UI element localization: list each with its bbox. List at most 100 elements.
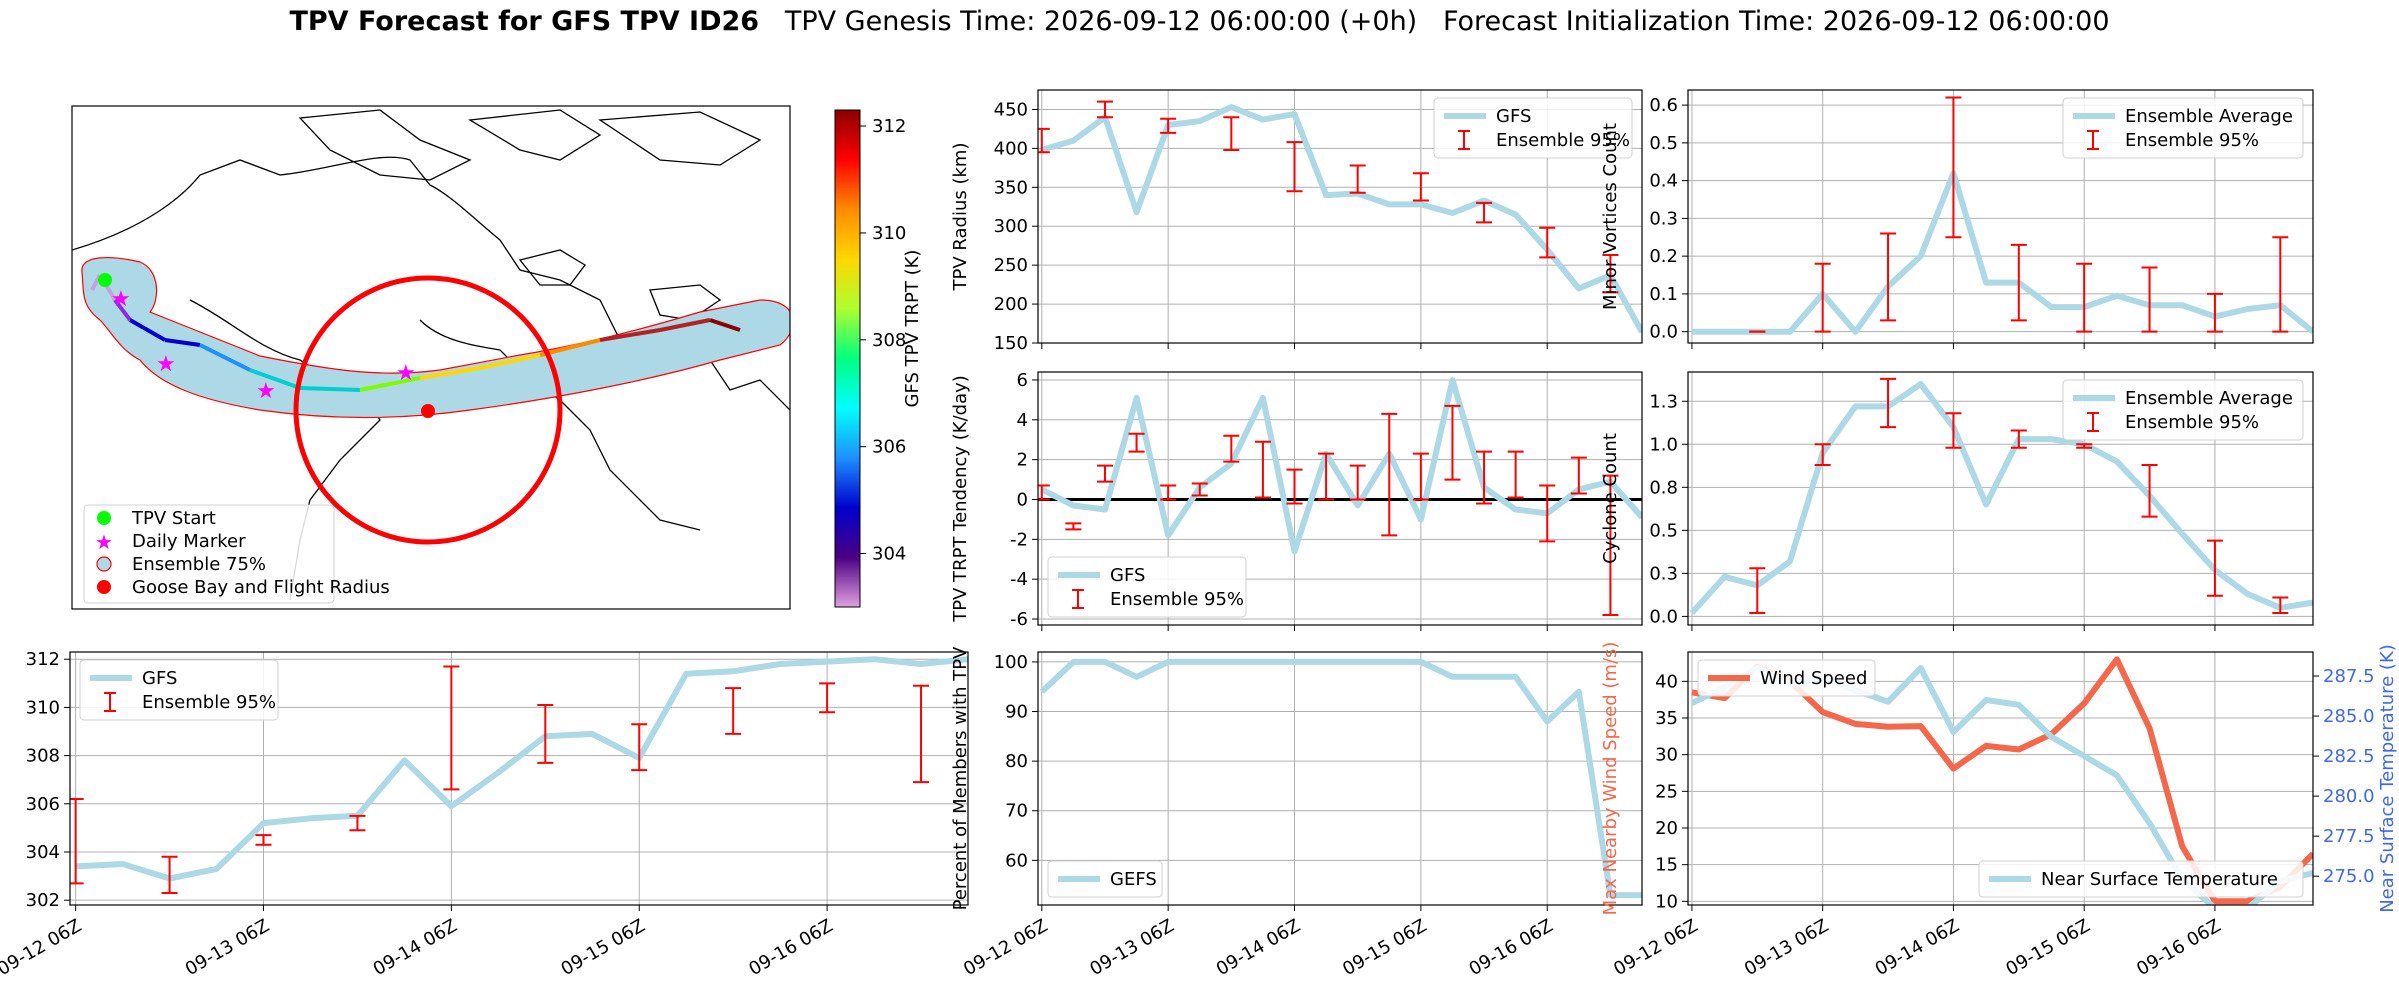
coastline [419, 319, 701, 531]
y-tick-label: 0.0 [1649, 606, 1678, 627]
y-tick-label: 40 [1655, 671, 1678, 692]
y-tick-label: 2 [1017, 450, 1028, 471]
colorbar-label: GFS TPV TRPT (K) [902, 250, 923, 408]
y-right-tick-label: 287.5 [2323, 666, 2375, 687]
daily-marker: ★ [256, 379, 276, 404]
legend-frame [2062, 97, 2304, 159]
y-tick-label: 0.1 [1649, 284, 1678, 305]
panel-trpt: 302 304 306 308 310 312 09-12 06Z 09-13 06Z 09-1… [0, 649, 969, 980]
tpv-track-segment [299, 386, 361, 392]
series-line-ensemble-average [1689, 381, 2313, 616]
legend-frame [1047, 860, 1163, 898]
coastline [189, 299, 381, 601]
tpv-track-segment [419, 366, 481, 380]
coastline [468, 109, 602, 161]
series-line-ensemble-average [1691, 170, 2313, 335]
ensemble-75-envelope [81, 257, 790, 419]
panel-members: 60 70 80 90 100 09-12 06Z 09-13 06Z 09-14 06Z 09… [950, 646, 1643, 980]
y-tick-label: 70 [1005, 801, 1028, 822]
legend-ensemble-swatch [96, 556, 112, 572]
x-tick-label: 09-12 06Z [1610, 915, 1701, 980]
legend-label: GFS [1496, 106, 1531, 127]
legend-label: Wind Speed [1760, 668, 1867, 689]
axes-frame [69, 651, 969, 906]
y-tick-label: 250 [994, 255, 1028, 276]
legend-daily-swatch: ★ [95, 530, 113, 554]
tpv-track-segment [129, 318, 166, 342]
legend: GFS Ensemble 95% [1433, 97, 1633, 159]
panel-tendency: -6 -4 -2 0 2 4 6 TPV TRPT Tendency (K/day) GFS En… [950, 370, 1643, 631]
y-axis-label: Minor Vortices Count [1600, 123, 1621, 310]
y-tick-label: 6 [1017, 370, 1028, 391]
legend: GEFS [1047, 860, 1163, 898]
tpv-track-segment [539, 338, 601, 357]
legend-frame [1697, 659, 1876, 697]
legend-label: Ensemble Average [2125, 106, 2293, 127]
y-axis-label: Cyclone Count [1600, 433, 1621, 564]
series-line-gfs [1040, 377, 1642, 555]
y-tick-label: 304 [26, 842, 60, 863]
x-tick-label: 09-15 06Z [1339, 915, 1430, 980]
y-tick-label: 150 [994, 333, 1028, 354]
axes-frame [1687, 371, 2314, 626]
y-tick-label: 80 [1005, 751, 1028, 772]
figure-title: TPV Forecast for GFS TPV ID26 TPV Genesi… [0, 6, 2399, 37]
tpv-track-segment [709, 318, 741, 332]
colorbar-tick-label: 304 [872, 544, 906, 565]
y-tick-label: 1.0 [1649, 434, 1678, 455]
daily-marker: ★ [111, 287, 131, 312]
legend: Ensemble Average Ensemble 95% [2062, 97, 2304, 159]
x-tick-label: 09-12 06Z [960, 915, 1051, 980]
panel-cyclone: 0.0 0.3 0.5 0.8 1.0 1.3 Cyclone Count Ensemble … [1600, 371, 2314, 631]
x-tick-label: 09-12 06Z [0, 915, 85, 980]
coastline [518, 249, 586, 286]
legend: Wind Speed Near Surface Temperature [1697, 659, 2304, 898]
map-legend-label: Goose Bay and Flight Radius [132, 577, 390, 598]
figure-title-rest: TPV Genesis Time: 2026-09-12 06:00:00 (+… [759, 6, 2110, 37]
legend: GFS Ensemble 95% [79, 659, 279, 721]
tpv-track-segment [199, 343, 251, 372]
y-tick-label: 25 [1655, 781, 1678, 802]
legend-label: Ensemble 95% [142, 692, 276, 713]
y-tick-label: -6 [1010, 609, 1028, 630]
plot-area [1038, 100, 1642, 334]
x-tick-label: 09-16 06Z [745, 915, 836, 980]
y-tick-label: 4 [1017, 410, 1028, 431]
y-tick-label: 35 [1655, 708, 1678, 729]
y-tick-label: 0.8 [1649, 477, 1678, 498]
legend-start-swatch [97, 511, 111, 525]
daily-marker: ★ [396, 361, 416, 386]
legend-label: GEFS [1110, 869, 1157, 890]
daily-marker: ★ [156, 352, 176, 377]
legend: GFS Ensemble 95% [1047, 556, 1247, 618]
series-line-gfs [1040, 104, 1642, 334]
flight-radius-circle [293, 275, 563, 545]
colorbar-tick-label: 306 [872, 437, 906, 458]
y-tick-label: 0.6 [1649, 95, 1678, 116]
coastline [72, 156, 790, 411]
y-right-tick-label: 280.0 [2323, 786, 2375, 807]
map-legend-label: Ensemble 75% [132, 554, 266, 575]
y-tick-label: 0 [1017, 489, 1028, 510]
y-tick-label: 310 [26, 697, 60, 718]
y-tick-label: 10 [1655, 891, 1678, 912]
y-tick-label: 0.4 [1649, 171, 1678, 192]
y-tick-label: 15 [1655, 855, 1678, 876]
x-tick-label: 09-16 06Z [1465, 915, 1556, 980]
series-line-gefs [1039, 658, 1642, 899]
x-tick-label: 09-16 06Z [2133, 915, 2224, 980]
colorbar-tick-label: 308 [872, 330, 906, 351]
y-tick-label: 90 [1005, 702, 1028, 723]
tpv-track-segment [164, 338, 201, 347]
axes-frame [1687, 89, 2314, 344]
tpv-track-segment [249, 368, 301, 390]
map-legend-label: Daily Marker [132, 531, 246, 552]
legend-frame [2062, 379, 2304, 441]
legend-label: Ensemble Average [2125, 388, 2293, 409]
axes-frame [1037, 371, 1643, 626]
legend: Ensemble Average Ensemble 95% [2062, 379, 2304, 441]
axes-frame [1037, 89, 1643, 344]
series-line-gfs [75, 656, 968, 882]
